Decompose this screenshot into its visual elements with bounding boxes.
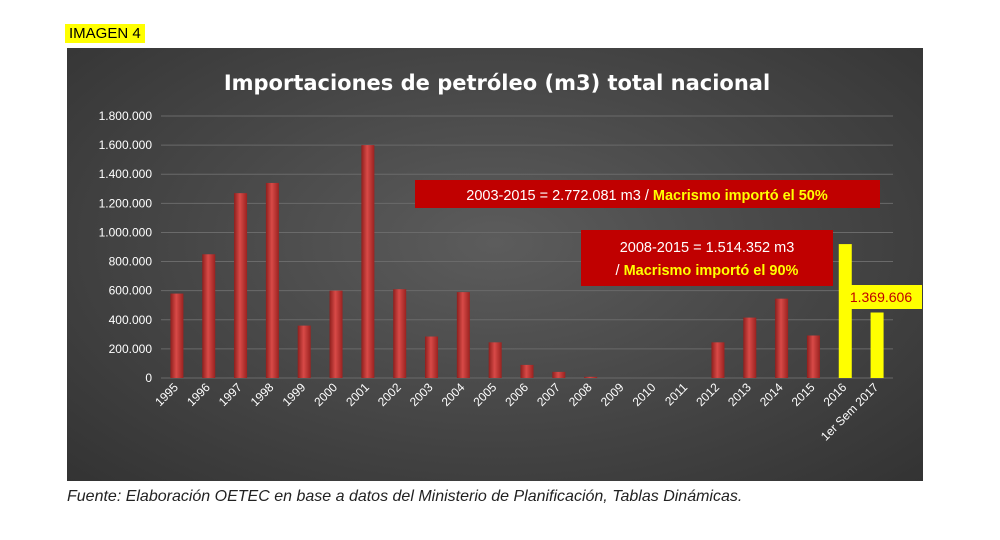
annotation-2-line1: 2008-2015 = 1.514.352 m3 (620, 240, 795, 256)
annotation-2003-2015: 2003-2015 = 2.772.081 m3 / Macrismo impo… (415, 180, 880, 208)
annotation-total-highlight: 1.369.606 (840, 285, 922, 309)
bar-1995 (170, 293, 184, 378)
bar-2000 (329, 290, 343, 378)
y-tick-label: 0 (145, 371, 152, 385)
bar-2012 (711, 342, 725, 378)
x-tick-label: 2010 (630, 380, 659, 409)
x-tick-label: 2003 (407, 380, 436, 409)
y-tick-label: 1.800.000 (99, 109, 153, 123)
x-tick-label: 2007 (534, 380, 563, 409)
x-tick-label: 1999 (280, 380, 309, 409)
x-tick-label: 2000 (311, 380, 340, 409)
x-tick-label: 2005 (471, 380, 500, 409)
x-axis: 1995 1996 1997 1998 1999 2000 2001 2002 2003 2004… (152, 380, 881, 443)
bar-2002 (393, 289, 407, 378)
bar-2014 (775, 298, 789, 378)
y-tick-label: 1.200.000 (99, 196, 153, 210)
bar-1998 (265, 182, 279, 378)
bar-2003 (425, 336, 439, 378)
x-tick-label: 2015 (789, 380, 818, 409)
chart-panel: Importaciones de petróleo (m3) total nac… (67, 48, 923, 481)
bar-1996 (202, 254, 216, 378)
x-tick-label: 2009 (598, 380, 627, 409)
y-tick-label: 800.000 (109, 255, 153, 269)
x-tick-label: 1998 (248, 380, 277, 409)
bars (170, 145, 884, 378)
annotation-2008-2015: 2008-2015 = 1.514.352 m3 / Macrismo impo… (581, 230, 833, 286)
bar-1er-sem-2017 (870, 312, 884, 378)
bar-2008 (584, 376, 598, 378)
y-tick-label: 1.000.000 (99, 225, 153, 239)
y-tick-label: 200.000 (109, 342, 153, 356)
bar-2007 (552, 371, 566, 378)
source-caption: Fuente: Elaboración OETEC en base a dato… (67, 488, 743, 505)
x-tick-label: 2002 (375, 380, 404, 409)
annotation-2-prefix: / (616, 263, 624, 279)
x-tick-label: 1er Sem 2017 (818, 380, 881, 443)
y-tick-label: 1.400.000 (99, 167, 153, 181)
y-tick-label: 400.000 (109, 313, 153, 327)
bar-2016 (838, 244, 852, 378)
x-tick-label: 1996 (184, 380, 213, 409)
x-tick-label: 2001 (343, 380, 372, 409)
x-tick-label: 1995 (152, 380, 181, 409)
annotation-2-accent: Macrismo importó el 90% (624, 263, 799, 279)
bar-2006 (520, 364, 534, 378)
y-tick-label: 600.000 (109, 284, 153, 298)
bar-2015 (806, 335, 820, 378)
x-tick-label: 2006 (502, 380, 531, 409)
annotation-1-accent: Macrismo importó el 50% (653, 188, 828, 204)
svg-text:/ Macrismo importó el 90%: / Macrismo importó el 90% (616, 263, 799, 279)
bar-2013 (743, 317, 757, 378)
bar-1999 (297, 325, 311, 378)
annotation-3-value: 1.369.606 (850, 289, 912, 305)
x-tick-label: 2013 (725, 380, 754, 409)
x-tick-label: 2004 (439, 380, 468, 409)
annotation-1-main: 2003-2015 = 2.772.081 m3 / (466, 188, 653, 204)
x-tick-label: 2011 (662, 380, 690, 408)
bar-2001 (361, 145, 375, 378)
svg-text:2003-2015 = 2.772.081 m3 / Mac: 2003-2015 = 2.772.081 m3 / Macrismo impo… (466, 188, 828, 204)
x-tick-label: 2008 (566, 380, 595, 409)
bar-1997 (234, 193, 248, 378)
bar-2005 (488, 342, 502, 378)
y-axis: 0 200.000 400.000 600.000 800.000 1.000.000 1.… (99, 109, 153, 385)
x-tick-label: 2012 (693, 380, 722, 409)
x-tick-label: 2014 (757, 380, 786, 409)
x-tick-label: 1997 (216, 380, 245, 409)
figure-label: IMAGEN 4 (65, 24, 145, 43)
bar-chart: Importaciones de petróleo (m3) total nac… (99, 71, 922, 443)
x-tick-label: 2016 (821, 380, 850, 409)
chart-title: Importaciones de petróleo (m3) total nac… (224, 71, 770, 95)
gridlines (161, 115, 893, 379)
y-tick-label: 1.600.000 (99, 138, 153, 152)
bar-2004 (456, 292, 470, 378)
